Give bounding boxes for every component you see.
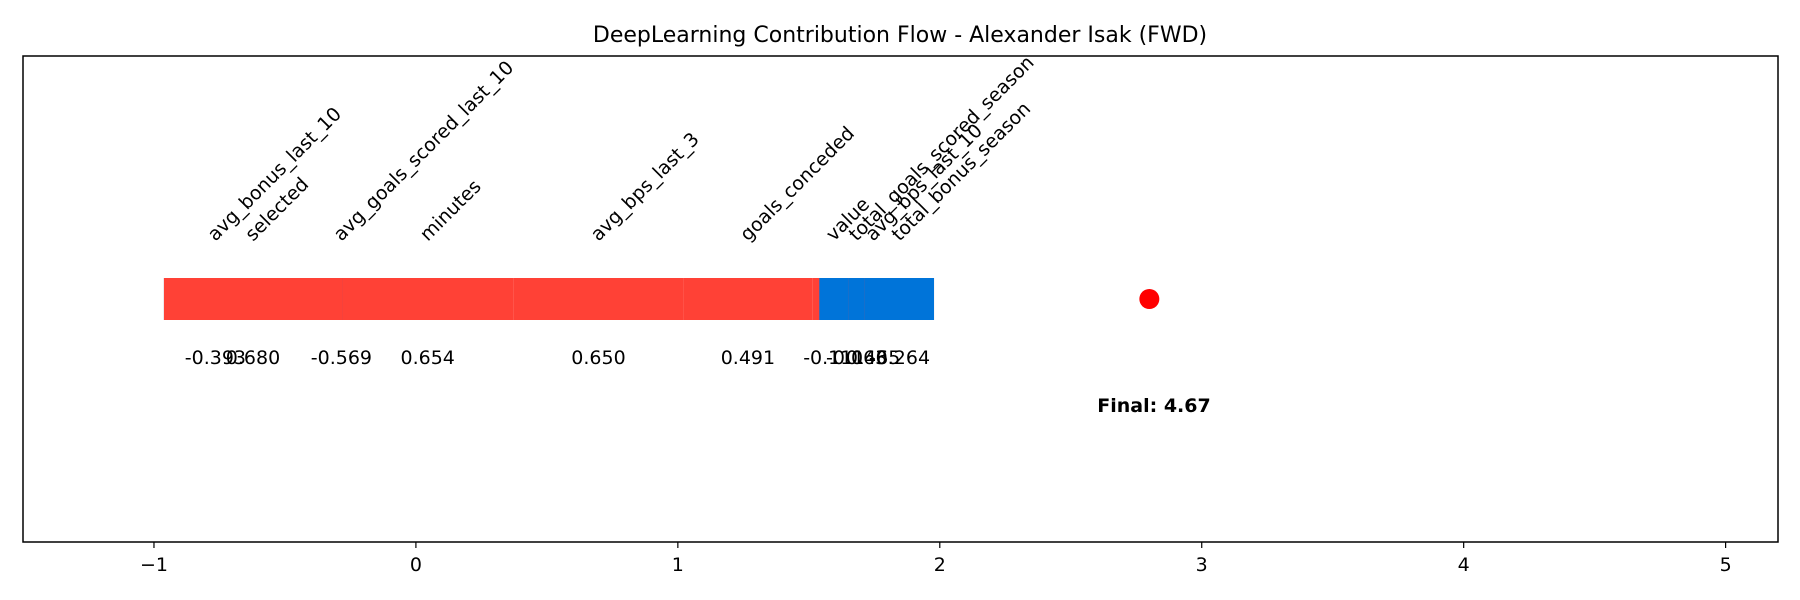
plot-frame — [22, 55, 1779, 543]
x-axis: −1 0 1 2 3 4 5 — [140, 542, 1732, 576]
x-tick-label: 1 — [672, 554, 684, 576]
contribution-bar — [848, 278, 865, 320]
contribution-bar — [163, 278, 343, 320]
value-label: -0.111 — [803, 347, 864, 369]
value-label: -0.393 — [185, 347, 246, 369]
final-label: Final: 4.67 — [1097, 395, 1210, 417]
feature-label: minutes — [416, 176, 486, 246]
x-tick-label: 3 — [1196, 554, 1208, 576]
feature-label: avg_bps_last_10 — [861, 120, 987, 246]
chart-title: DeepLearning Contribution Flow - Alexand… — [593, 23, 1207, 48]
prediction-marker — [1139, 289, 1160, 309]
marker-layer — [1139, 289, 1160, 309]
value-label: -0.264 — [869, 347, 930, 369]
x-tick-label: 5 — [1720, 554, 1732, 576]
value-label: 0.680 — [226, 347, 280, 369]
x-tick-label: 0 — [410, 554, 422, 576]
value-label: 0.491 — [721, 347, 775, 369]
x-tick-label: 2 — [934, 554, 946, 576]
contribution-bars — [163, 278, 935, 320]
value-label: 0.650 — [571, 347, 625, 369]
feature-labels: avg_goals_scored_last_10avg_bonus_last_1… — [203, 52, 1038, 246]
x-tick-label: −1 — [140, 554, 168, 576]
value-label: -0.063 — [826, 347, 887, 369]
contribution-bar — [683, 278, 813, 320]
value-label: -0.569 — [311, 347, 372, 369]
feature-label: total_goals_scored_season — [845, 52, 1039, 246]
x-tick-label: 4 — [1458, 554, 1470, 576]
contribution-bar — [864, 278, 935, 320]
contribution-bar — [819, 278, 849, 320]
value-label: 0.654 — [400, 347, 454, 369]
value-label: 0.465 — [846, 347, 900, 369]
feature-label: avg_goals_scored_last_10 — [329, 57, 518, 246]
contribution-bar — [513, 278, 684, 320]
feature-label: avg_bps_last_3 — [586, 128, 703, 245]
contribution-bar — [342, 278, 514, 320]
